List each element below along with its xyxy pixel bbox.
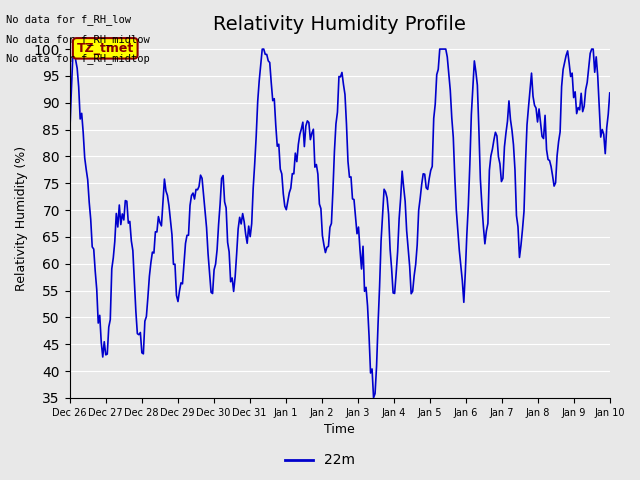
Text: No data for f_RH_low: No data for f_RH_low <box>6 14 131 25</box>
Text: No data for f_RH_midtop: No data for f_RH_midtop <box>6 53 150 64</box>
Y-axis label: Relativity Humidity (%): Relativity Humidity (%) <box>15 145 28 291</box>
Legend: 22m: 22m <box>280 448 360 473</box>
X-axis label: Time: Time <box>324 423 355 436</box>
Text: TZ_tmet: TZ_tmet <box>77 42 134 55</box>
Title: Relativity Humidity Profile: Relativity Humidity Profile <box>213 15 466 34</box>
Text: No data for f_RH_midlow: No data for f_RH_midlow <box>6 34 150 45</box>
